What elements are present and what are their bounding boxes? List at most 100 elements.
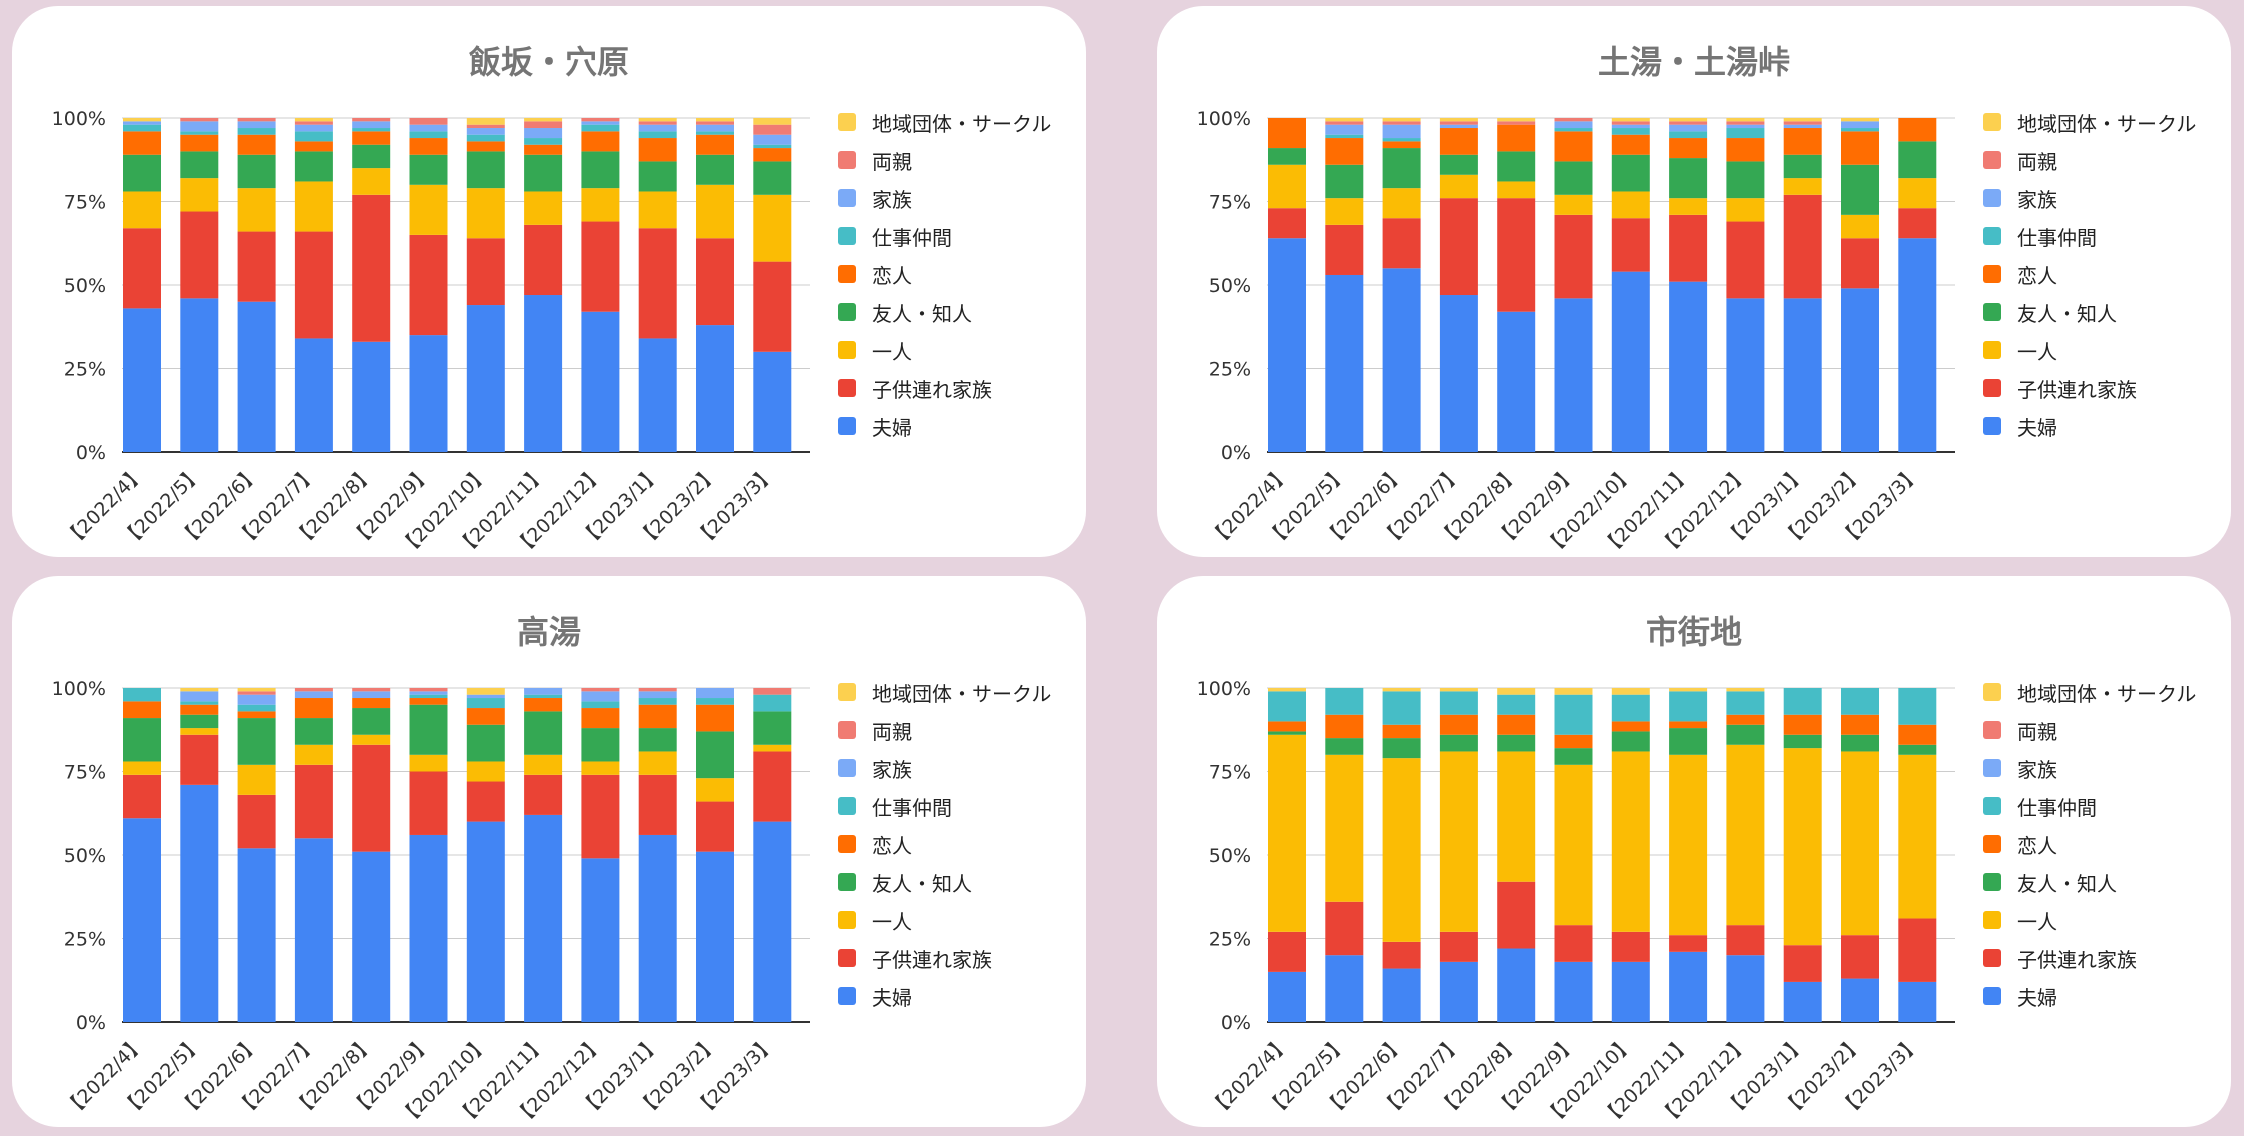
legend-item: 両親 xyxy=(1983,141,2196,179)
bar-segment xyxy=(1726,724,1765,745)
legend-item: 子供連れ家族 xyxy=(838,369,1051,407)
bar-segment xyxy=(1439,124,1478,129)
bar-segment xyxy=(352,341,391,452)
chart-legend: 地域団体・サークル 両親 家族 仕事仲間 恋人 友人・知人 一人 子供連れ家族 夫婦 xyxy=(1983,673,2196,1015)
bar-segment xyxy=(237,128,276,135)
bar-segment xyxy=(753,751,792,822)
legend-swatch xyxy=(838,341,856,359)
legend-item: 子供連れ家族 xyxy=(1983,939,2196,977)
bar-segment xyxy=(696,698,734,705)
legend-item: 夫婦 xyxy=(1983,407,2196,445)
legend-item: 子供連れ家族 xyxy=(838,939,1051,977)
legend-label: 子供連れ家族 xyxy=(872,377,992,402)
bar-segment xyxy=(1439,961,1478,1022)
bar-segment xyxy=(1439,691,1478,715)
bar-segment xyxy=(753,161,792,195)
bar-segment xyxy=(1325,198,1364,225)
bar-segment xyxy=(352,131,391,145)
bar-segment xyxy=(1325,714,1364,739)
y-tick-label: 25% xyxy=(1209,359,1251,381)
bar-segment xyxy=(1497,694,1536,715)
bar-segment xyxy=(352,194,391,342)
bar-segment xyxy=(237,794,276,849)
bar-segment xyxy=(638,118,677,122)
bar-segment xyxy=(1726,298,1765,452)
bar-segment xyxy=(696,131,734,135)
bar-segment xyxy=(294,231,333,339)
y-tick-label: 25% xyxy=(64,929,106,951)
bar-segment xyxy=(638,691,677,699)
bar-segment xyxy=(753,194,792,262)
bar-segment xyxy=(1669,131,1708,139)
bar-segment xyxy=(466,238,505,306)
bar-segment xyxy=(409,704,448,755)
bar-segment xyxy=(696,238,734,326)
bar-segment xyxy=(581,708,620,729)
chart-title: 飯坂・穴原 xyxy=(468,43,629,81)
legend-swatch xyxy=(1983,873,2001,891)
bar-segment xyxy=(1497,121,1536,125)
legend-label: 一人 xyxy=(2017,339,2057,364)
bar-segment xyxy=(1554,298,1593,452)
bar-segment xyxy=(638,704,677,729)
bar-segment xyxy=(1554,748,1593,765)
legend-swatch xyxy=(838,797,856,815)
bar-segment xyxy=(753,144,792,149)
legend-swatch xyxy=(838,759,856,777)
legend-label: 友人・知人 xyxy=(2017,871,2117,896)
bar-segment xyxy=(638,688,677,692)
bar-segment xyxy=(1439,198,1478,296)
legend-swatch xyxy=(1983,911,2001,929)
bar-segment xyxy=(1726,161,1765,199)
legend-item: 両親 xyxy=(838,141,1051,179)
legend-item: 仕事仲間 xyxy=(838,217,1051,255)
bar-segment xyxy=(1669,691,1708,722)
bar-segment xyxy=(180,714,219,729)
legend-swatch xyxy=(838,949,856,967)
bar-segment xyxy=(123,701,161,719)
bar-segment xyxy=(1497,714,1536,735)
bar-segment xyxy=(1669,281,1708,452)
bar-segment xyxy=(1783,945,1822,982)
legend-item: 地域団体・サークル xyxy=(1983,673,2196,711)
bar-segment xyxy=(638,698,677,705)
bar-segment xyxy=(1268,208,1306,239)
bar-segment xyxy=(1325,124,1364,135)
bar-segment xyxy=(1841,714,1879,735)
bar-segment xyxy=(1783,128,1822,155)
bar-segment xyxy=(1611,118,1650,122)
bar-segment xyxy=(696,134,734,155)
bar-segment xyxy=(409,691,448,695)
bar-segment xyxy=(581,774,620,859)
bar-segment xyxy=(1554,214,1593,299)
legend-item: 子供連れ家族 xyxy=(1983,369,2196,407)
bar-segment xyxy=(1497,181,1536,199)
bar-segment xyxy=(581,124,620,132)
bar-segment xyxy=(409,754,448,772)
bar-segment xyxy=(1783,194,1822,299)
legend-label: 地域団体・サークル xyxy=(2017,111,2197,136)
bar-segment xyxy=(696,118,734,122)
bar-segment xyxy=(524,191,563,225)
bar-segment xyxy=(1898,208,1937,239)
legend-label: 仕事仲間 xyxy=(872,225,952,250)
bar-segment xyxy=(1382,691,1421,725)
bar-segment xyxy=(1439,751,1478,932)
bar-segment xyxy=(638,121,677,125)
y-tick-label: 100% xyxy=(52,108,106,130)
legend-label: 友人・知人 xyxy=(872,871,972,896)
y-tick-label: 100% xyxy=(1197,108,1251,130)
bar-segment xyxy=(1382,118,1421,122)
bar-segment xyxy=(352,118,391,122)
bar-segment xyxy=(1497,118,1536,122)
y-tick-label: 50% xyxy=(1209,845,1251,867)
bar-segment xyxy=(466,694,505,699)
y-tick-label: 75% xyxy=(1209,192,1251,214)
bar-segment xyxy=(1554,161,1593,195)
bar-segment xyxy=(1669,721,1708,729)
bar-segment xyxy=(1841,118,1879,122)
bar-segment xyxy=(466,124,505,129)
bar-segment xyxy=(352,691,391,699)
bar-segment xyxy=(1611,121,1650,125)
bar-segment xyxy=(352,128,391,132)
